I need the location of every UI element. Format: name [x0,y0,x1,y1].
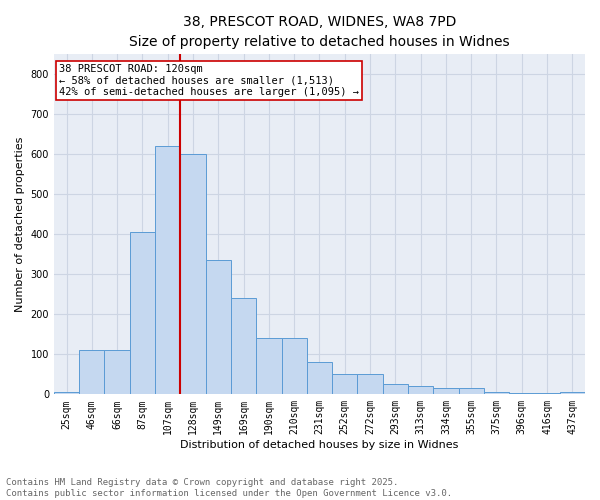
Bar [104,350,130,395]
Bar [130,232,155,394]
Title: 38, PRESCOT ROAD, WIDNES, WA8 7PD
Size of property relative to detached houses i: 38, PRESCOT ROAD, WIDNES, WA8 7PD Size o… [129,15,510,48]
Bar [383,384,408,394]
Bar [484,392,509,394]
Bar [54,392,79,394]
Bar [408,386,433,394]
Bar [509,393,535,394]
Bar [560,392,585,394]
Bar [231,298,256,394]
Bar [358,374,383,394]
X-axis label: Distribution of detached houses by size in Widnes: Distribution of detached houses by size … [180,440,458,450]
Bar [181,154,206,394]
Bar [256,338,281,394]
Text: Contains HM Land Registry data © Crown copyright and database right 2025.
Contai: Contains HM Land Registry data © Crown c… [6,478,452,498]
Bar [535,393,560,394]
Bar [206,260,231,394]
Bar [307,362,332,394]
Bar [79,350,104,395]
Bar [332,374,358,394]
Bar [433,388,458,394]
Text: 38 PRESCOT ROAD: 120sqm
← 58% of detached houses are smaller (1,513)
42% of semi: 38 PRESCOT ROAD: 120sqm ← 58% of detache… [59,64,359,97]
Bar [155,146,181,394]
Bar [458,388,484,394]
Bar [281,338,307,394]
Y-axis label: Number of detached properties: Number of detached properties [15,136,25,312]
